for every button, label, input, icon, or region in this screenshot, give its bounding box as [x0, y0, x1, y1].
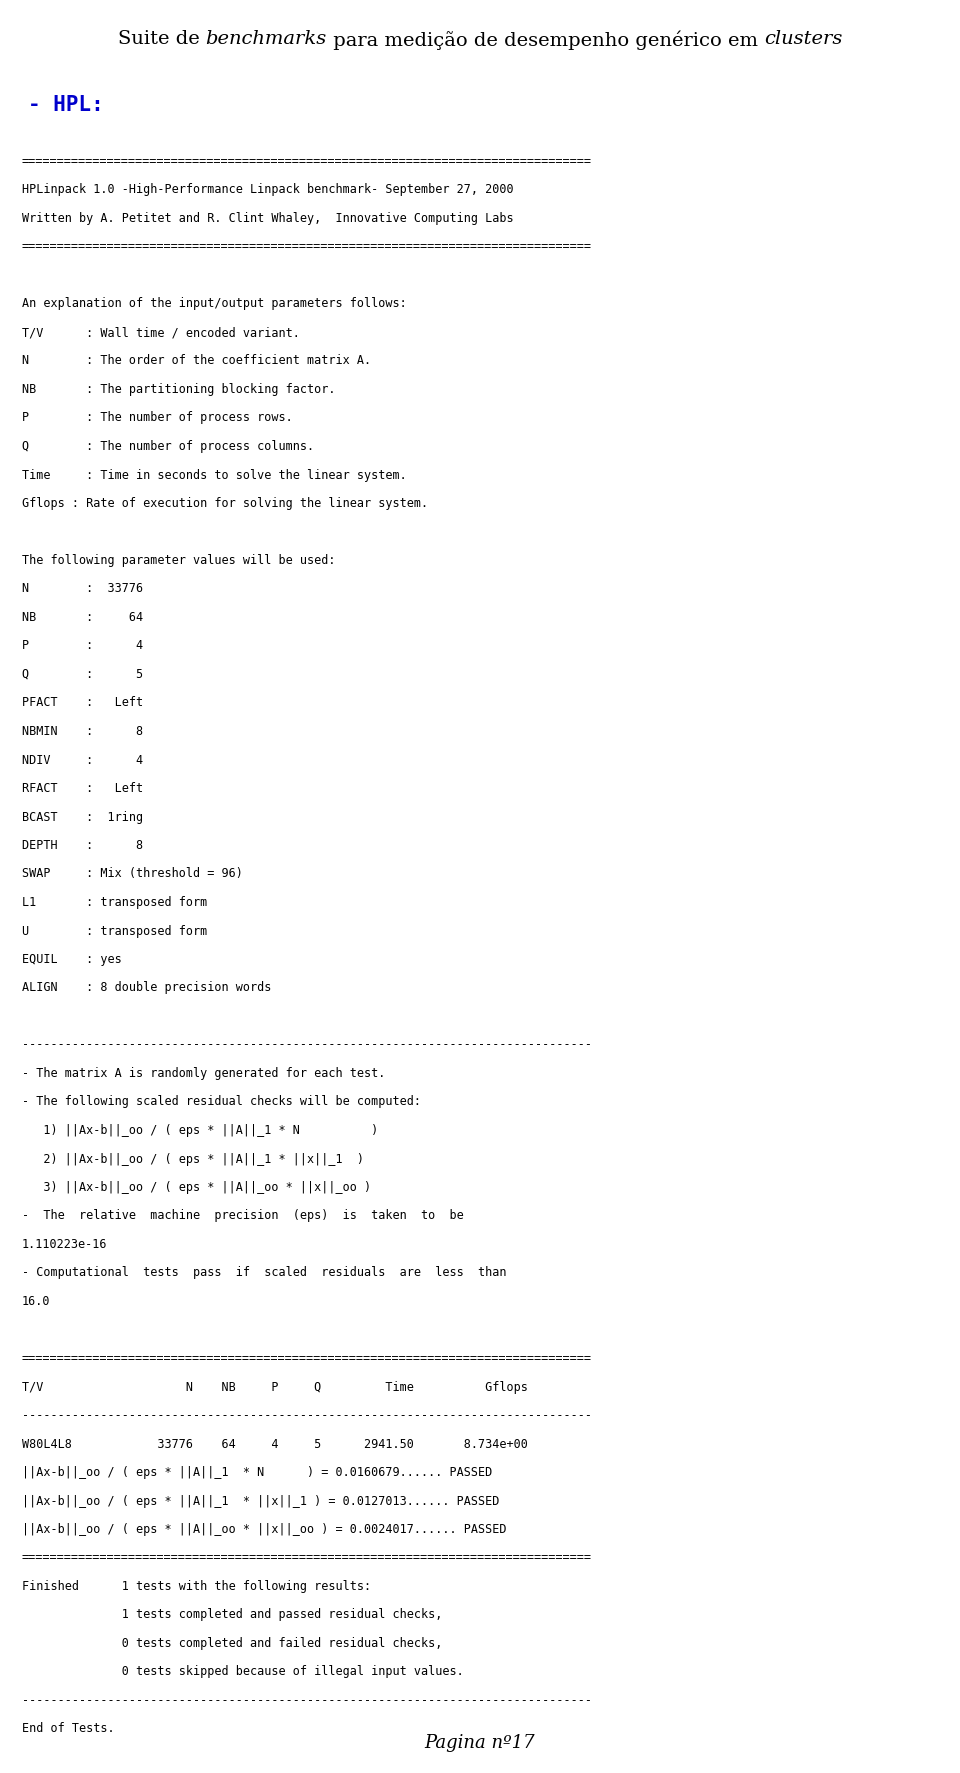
Text: HPLinpack 1.0 -High-Performance Linpack benchmark- September 27, 2000: HPLinpack 1.0 -High-Performance Linpack … [22, 183, 514, 197]
Text: Suite de: Suite de [117, 30, 205, 48]
Text: ================================================================================: ========================================… [22, 1551, 592, 1564]
Text: 16.0: 16.0 [22, 1294, 51, 1307]
Text: --------------------------------------------------------------------------------: ----------------------------------------… [22, 1693, 592, 1706]
Text: ALIGN    : 8 double precision words: ALIGN : 8 double precision words [22, 980, 272, 995]
Text: 0 tests completed and failed residual checks,: 0 tests completed and failed residual ch… [22, 1636, 443, 1649]
Text: Pagina nº17: Pagina nº17 [424, 1732, 536, 1752]
Text: P        : The number of process rows.: P : The number of process rows. [22, 411, 293, 424]
Text: P        :      4: P : 4 [22, 638, 143, 652]
Text: NB       : The partitioning blocking factor.: NB : The partitioning blocking factor. [22, 383, 335, 395]
Text: NB       :     64: NB : 64 [22, 610, 143, 624]
Text: 0 tests skipped because of illegal input values.: 0 tests skipped because of illegal input… [22, 1665, 464, 1677]
Text: Q        :      5: Q : 5 [22, 668, 143, 681]
Text: W80L4L8            33776    64     4     5      2941.50       8.734e+00: W80L4L8 33776 64 4 5 2941.50 8.734e+00 [22, 1436, 528, 1450]
Text: End of Tests.: End of Tests. [22, 1722, 114, 1734]
Text: NDIV     :      4: NDIV : 4 [22, 754, 143, 766]
Text: --------------------------------------------------------------------------------: ----------------------------------------… [22, 1408, 592, 1422]
Text: Gflops : Rate of execution for solving the linear system.: Gflops : Rate of execution for solving t… [22, 496, 428, 509]
Text: An explanation of the input/output parameters follows:: An explanation of the input/output param… [22, 298, 407, 310]
Text: EQUIL    : yes: EQUIL : yes [22, 952, 122, 966]
Text: --------------------------------------------------------------------------------: ----------------------------------------… [22, 1037, 592, 1051]
Text: 1) ||Ax-b||_oo / ( eps * ||A||_1 * N          ): 1) ||Ax-b||_oo / ( eps * ||A||_1 * N ) [22, 1124, 378, 1136]
Text: 3) ||Ax-b||_oo / ( eps * ||A||_oo * ||x||_oo ): 3) ||Ax-b||_oo / ( eps * ||A||_oo * ||x|… [22, 1181, 372, 1193]
Text: N        : The order of the coefficient matrix A.: N : The order of the coefficient matrix … [22, 355, 372, 367]
Text: 1.110223e-16: 1.110223e-16 [22, 1238, 108, 1250]
Text: - The matrix A is randomly generated for each test.: - The matrix A is randomly generated for… [22, 1066, 385, 1080]
Text: RFACT    :   Left: RFACT : Left [22, 782, 143, 794]
Text: BCAST    :  1ring: BCAST : 1ring [22, 810, 143, 823]
Text: Time     : Time in seconds to solve the linear system.: Time : Time in seconds to solve the line… [22, 468, 407, 480]
Text: ||Ax-b||_oo / ( eps * ||A||_1  * N      ) = 0.0160679...... PASSED: ||Ax-b||_oo / ( eps * ||A||_1 * N ) = 0.… [22, 1464, 492, 1479]
Text: NBMIN    :      8: NBMIN : 8 [22, 725, 143, 738]
Text: benchmarks: benchmarks [205, 30, 326, 48]
Text: ||Ax-b||_oo / ( eps * ||A||_1  * ||x||_1 ) = 0.0127013...... PASSED: ||Ax-b||_oo / ( eps * ||A||_1 * ||x||_1 … [22, 1493, 499, 1507]
Text: T/V                    N    NB     P     Q         Time          Gflops: T/V N NB P Q Time Gflops [22, 1379, 528, 1394]
Text: N        :  33776: N : 33776 [22, 582, 143, 596]
Text: SWAP     : Mix (threshold = 96): SWAP : Mix (threshold = 96) [22, 867, 243, 879]
Text: - The following scaled residual checks will be computed:: - The following scaled residual checks w… [22, 1096, 421, 1108]
Text: T/V      : Wall time / encoded variant.: T/V : Wall time / encoded variant. [22, 326, 300, 339]
Text: 1 tests completed and passed residual checks,: 1 tests completed and passed residual ch… [22, 1608, 443, 1621]
Text: para medição de desempenho genérico em: para medição de desempenho genérico em [326, 30, 764, 50]
Text: ================================================================================: ========================================… [22, 1351, 592, 1363]
Text: PFACT    :   Left: PFACT : Left [22, 697, 143, 709]
Text: DEPTH    :      8: DEPTH : 8 [22, 839, 143, 851]
Text: ================================================================================: ========================================… [22, 154, 592, 168]
Text: clusters: clusters [764, 30, 843, 48]
Text: ================================================================================: ========================================… [22, 241, 592, 254]
Text: -  The  relative  machine  precision  (eps)  is  taken  to  be: - The relative machine precision (eps) i… [22, 1209, 464, 1222]
Text: Written by A. Petitet and R. Clint Whaley,  Innovative Computing Labs: Written by A. Petitet and R. Clint Whale… [22, 213, 514, 225]
Text: - Computational  tests  pass  if  scaled  residuals  are  less  than: - Computational tests pass if scaled res… [22, 1266, 507, 1278]
Text: The following parameter values will be used:: The following parameter values will be u… [22, 553, 335, 567]
Text: 2) ||Ax-b||_oo / ( eps * ||A||_1 * ||x||_1  ): 2) ||Ax-b||_oo / ( eps * ||A||_1 * ||x||… [22, 1152, 364, 1165]
Text: Finished      1 tests with the following results:: Finished 1 tests with the following resu… [22, 1580, 372, 1592]
Text: U        : transposed form: U : transposed form [22, 924, 207, 936]
Text: - HPL:: - HPL: [28, 96, 104, 115]
Text: ||Ax-b||_oo / ( eps * ||A||_oo * ||x||_oo ) = 0.0024017...... PASSED: ||Ax-b||_oo / ( eps * ||A||_oo * ||x||_o… [22, 1523, 507, 1535]
Text: Q        : The number of process columns.: Q : The number of process columns. [22, 440, 314, 452]
Text: L1       : transposed form: L1 : transposed form [22, 895, 207, 908]
